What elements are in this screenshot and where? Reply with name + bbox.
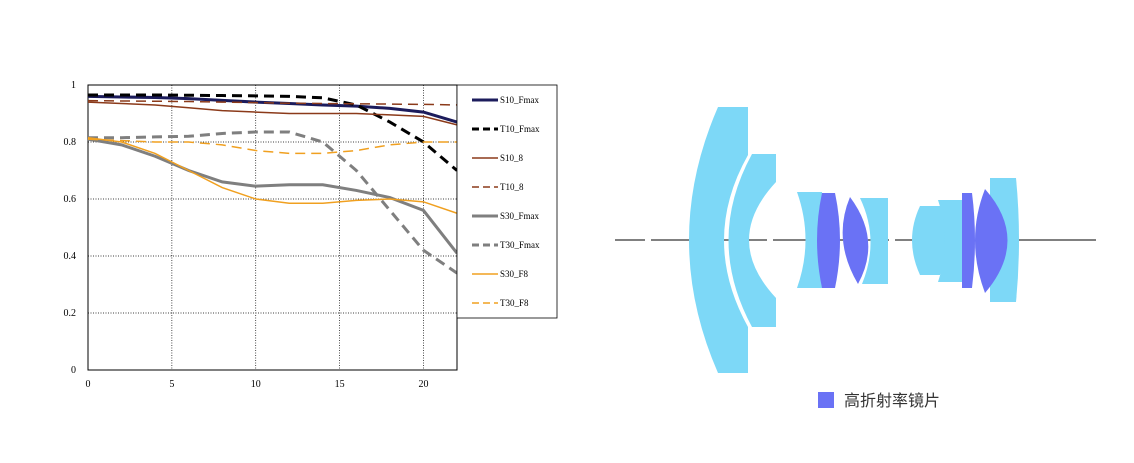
lens — [797, 192, 822, 288]
series-line — [87, 99, 458, 106]
x-tick-label: 20 — [418, 379, 428, 390]
series-line — [88, 93, 458, 172]
high-index-lens — [975, 189, 1008, 293]
lens — [689, 107, 748, 373]
lens — [860, 198, 888, 284]
legend-label: S10_8 — [500, 153, 524, 163]
legend-label: T10_Fmax — [500, 124, 540, 134]
y-tick-label: 0 — [71, 365, 76, 376]
y-tick-label: 0.2 — [64, 308, 77, 319]
series-line — [87, 101, 458, 126]
plot-area — [87, 84, 458, 371]
legend-label: S30_F8 — [500, 269, 529, 279]
legend-label: T10_8 — [500, 182, 524, 192]
lens-diagram: 高折射率镜片 — [615, 107, 1096, 410]
legend-box — [456, 84, 558, 319]
series-line — [88, 130, 458, 275]
legend-label: S30_Fmax — [500, 211, 540, 221]
lens — [728, 154, 776, 327]
series-line — [87, 138, 457, 155]
high-index-lens — [842, 197, 869, 284]
x-tick-label: 10 — [251, 379, 261, 390]
high-index-lens — [817, 193, 840, 288]
legend-swatch — [818, 392, 834, 408]
x-tick-label: 0 — [86, 379, 91, 390]
x-tick-label: 5 — [169, 379, 174, 390]
mtf-chart: 00.20.40.60.810 5 10 15 20S10_FmaxT10_FmaxS1… — [64, 80, 558, 390]
x-tick-label: 15 — [335, 379, 345, 390]
lens — [912, 206, 949, 275]
legend-label: T30_Fmax — [500, 240, 540, 250]
y-tick-label: 0.6 — [64, 194, 77, 205]
y-tick-label: 1 — [71, 80, 76, 91]
lens — [938, 200, 962, 282]
legend-label: T30_F8 — [500, 298, 529, 308]
high-index-lens — [962, 193, 975, 288]
legend-label: S10_Fmax — [500, 95, 540, 105]
y-tick-label: 0.8 — [64, 137, 77, 148]
y-tick-label: 0.4 — [64, 251, 77, 262]
series-line — [87, 136, 458, 214]
legend-label: 高折射率镜片 — [844, 391, 940, 410]
